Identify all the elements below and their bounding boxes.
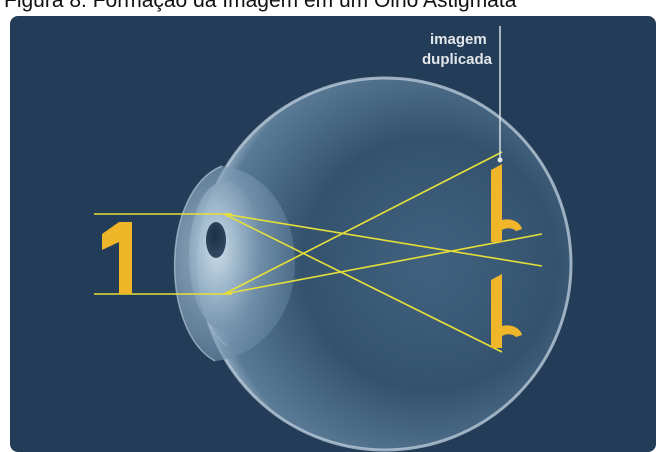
eye-diagram: imagem duplicada <box>10 16 656 452</box>
label-line-1: imagem <box>430 31 487 48</box>
duplicated-image-top <box>491 164 522 242</box>
label-pointer <box>497 26 503 163</box>
object-figure <box>94 213 232 295</box>
label-line-2: duplicada <box>422 51 493 68</box>
light-rays <box>223 151 543 353</box>
duplicated-image-bottom <box>491 274 522 348</box>
lens <box>189 181 261 331</box>
figure-caption: Figura 8. Formação da Imagem em um Olho … <box>4 0 517 12</box>
